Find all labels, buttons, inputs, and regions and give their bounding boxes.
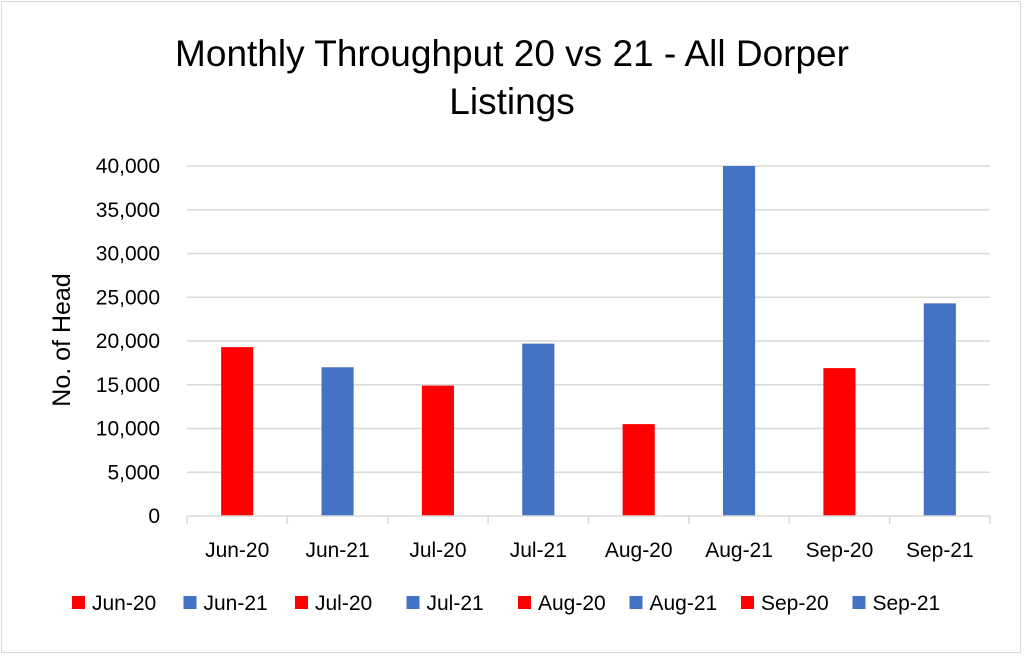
y-axis-ticks: 0 5,000 10,000 15,000 20,000 25,000 30,000 35,0… xyxy=(96,155,160,528)
legend-item: Jun-21 xyxy=(183,592,268,615)
y-axis-title: No. of Head xyxy=(48,273,76,406)
y-tick-label: 0 xyxy=(148,505,160,528)
legend-item: Sep-21 xyxy=(852,592,941,615)
legend-label: Jul-20 xyxy=(315,592,372,615)
chart-title-line-2: Listings xyxy=(449,81,575,122)
x-tick-label: Sep-21 xyxy=(906,539,974,562)
bar-jun-21 xyxy=(321,367,354,516)
legend-swatch xyxy=(406,596,420,609)
legend-swatch xyxy=(183,596,197,609)
bar-sep-21 xyxy=(923,303,956,516)
legend-item: Jun-20 xyxy=(72,592,156,615)
legend-swatch xyxy=(518,596,531,609)
x-tick-label: Aug-20 xyxy=(605,539,673,562)
legend-swatch xyxy=(741,596,754,609)
y-tick-label: 25,000 xyxy=(96,286,160,309)
y-tick-label: 10,000 xyxy=(96,418,160,441)
legend-label: Jun-20 xyxy=(92,592,156,615)
legend-label: Jul-21 xyxy=(427,592,484,615)
y-tick-label: 20,000 xyxy=(96,330,160,353)
legend-label: Sep-20 xyxy=(761,592,829,615)
legend-item: Jul-20 xyxy=(295,592,372,615)
bars xyxy=(221,166,956,516)
x-tick-label: Jun-21 xyxy=(305,539,369,562)
y-tick-label: 30,000 xyxy=(96,243,160,266)
legend-swatch xyxy=(72,596,85,609)
x-axis-ticks: Jun-20 Jun-21 Jul-20 Jul-21 Aug-20 Aug-21 Sep-… xyxy=(205,539,974,562)
bar-aug-21 xyxy=(723,166,756,516)
x-tick-label: Sep-20 xyxy=(806,539,874,562)
bar-jul-20 xyxy=(421,385,454,516)
legend-swatch xyxy=(852,596,866,609)
bar-aug-20 xyxy=(622,424,655,516)
chart-title: Monthly Throughput 20 vs 21 - All Dorper… xyxy=(0,30,1024,126)
y-tick-label: 35,000 xyxy=(96,199,160,222)
legend-label: Sep-21 xyxy=(873,592,941,615)
y-tick-label: 15,000 xyxy=(96,374,160,397)
x-tick-label: Jun-20 xyxy=(205,539,269,562)
legend-item: Aug-21 xyxy=(629,592,718,615)
legend-label: Aug-20 xyxy=(538,592,606,615)
x-tick-label: Aug-21 xyxy=(705,539,773,562)
legend-item: Sep-20 xyxy=(741,592,829,615)
x-axis xyxy=(186,515,991,524)
legend-swatch xyxy=(295,596,308,609)
x-tick-label: Jul-20 xyxy=(409,539,466,562)
legend-item: Jul-21 xyxy=(406,592,484,615)
bar-sep-20 xyxy=(823,368,856,516)
y-tick-label: 5,000 xyxy=(107,461,160,484)
legend: Jun-20 Jun-21 Jul-20 Jul-21 Aug-20 Aug-21 Sep-… xyxy=(72,592,940,615)
gridlines xyxy=(187,165,990,473)
chart-title-line-1: Monthly Throughput 20 vs 21 - All Dorper xyxy=(175,33,849,74)
x-tick-label: Jul-21 xyxy=(510,539,567,562)
bar-jun-20 xyxy=(221,347,254,516)
legend-swatch xyxy=(629,596,643,609)
y-tick-label: 40,000 xyxy=(96,155,160,178)
legend-item: Aug-20 xyxy=(518,592,606,615)
legend-label: Aug-21 xyxy=(650,592,718,615)
bar-jul-21 xyxy=(522,343,555,516)
legend-label: Jun-21 xyxy=(204,592,268,615)
